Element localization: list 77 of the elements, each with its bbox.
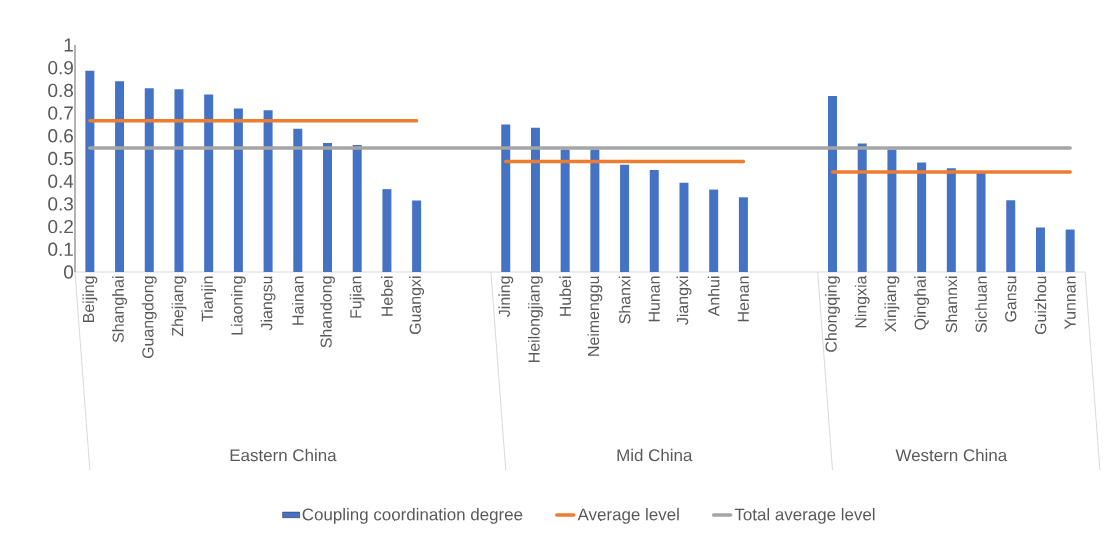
bar [85, 70, 95, 272]
bar [857, 143, 867, 272]
x-tick-label: Chongqing [825, 276, 840, 352]
bar [649, 170, 659, 272]
x-tick-label: Shannxi [945, 276, 958, 333]
x-tick-label: Hebei [381, 276, 393, 316]
bar [204, 94, 214, 272]
bar [501, 124, 511, 272]
bar [530, 127, 540, 272]
bar [828, 96, 838, 272]
y-tick-label: 0.8 [48, 83, 73, 98]
bar [293, 128, 303, 272]
y-tick-label: 0.2 [48, 219, 73, 234]
x-tick-label: Anhui [707, 276, 720, 317]
x-tick-label: Shandong [320, 276, 335, 348]
bar [1035, 227, 1045, 272]
y-tick-label: 0 [64, 265, 74, 279]
bar [174, 89, 184, 272]
x-tick-label: Zhejiang [171, 276, 187, 337]
bar [917, 162, 927, 272]
y-tick-label: 1 [64, 38, 73, 52]
text: Eastern China [230, 448, 337, 462]
x-tick-label: Sichuan [975, 276, 987, 333]
legend-label: Total average level [734, 508, 875, 524]
bar [620, 164, 630, 272]
x-tick-label: Shanghai [112, 276, 127, 343]
bar [976, 171, 986, 272]
bar [1006, 200, 1016, 272]
y-tick-label: 0.4 [48, 174, 74, 188]
x-tick-label: Jining [498, 276, 514, 317]
bar [382, 189, 392, 272]
x-tick-label: Shanxi [618, 276, 631, 324]
x-tick-label: Beijing [82, 276, 98, 323]
y-tick-label: 0.5 [48, 151, 74, 166]
bar [946, 168, 956, 272]
x-tick-label: Hainan [291, 276, 304, 325]
bar [144, 88, 154, 272]
x-tick-label: Guangdong [141, 276, 157, 359]
x-tick-label: Neimenggu [587, 276, 603, 356]
x-tick-label: Hunan [648, 276, 660, 322]
y-tick-label: 0.6 [48, 129, 73, 143]
bar [352, 145, 362, 272]
x-tick-label: Tianjin [201, 276, 217, 322]
x-tick-label: Ningxia [854, 275, 870, 328]
legend-label: Coupling coordination degree [302, 508, 523, 524]
bar [1065, 229, 1075, 272]
bar [263, 110, 273, 272]
x-tick-label: Jiangsu [260, 276, 276, 331]
y-tick-label: 0.1 [48, 242, 73, 256]
x-tick-label: Qinghai [914, 276, 930, 330]
x-tick-label: Guangxi [409, 276, 425, 335]
y-tick-label: 0.3 [48, 197, 73, 211]
bar [560, 149, 570, 272]
bar [590, 149, 600, 272]
x-tick-label: Jiangxi [676, 276, 692, 325]
bar [115, 81, 125, 272]
text: Mid China [617, 448, 693, 462]
x-tick-label: Xinjiang [884, 276, 900, 332]
x-tick-label: Hubei [559, 276, 572, 316]
x-tick-label: Guizhou [1034, 276, 1047, 335]
x-tick-label: Heilongjiang [528, 276, 543, 362]
y-tick-label: 0.7 [48, 106, 73, 120]
bar [738, 197, 748, 272]
y-tick-label: 0.9 [48, 61, 73, 75]
legend-label: Average level [577, 508, 679, 524]
bar [887, 149, 897, 272]
bar [412, 200, 422, 272]
text: Western China [895, 448, 1008, 462]
bar [233, 108, 243, 272]
bar [709, 189, 719, 272]
x-tick-label: Gansu [1005, 276, 1017, 322]
x-tick-label: Fujian [349, 276, 365, 318]
x-tick-label: Henan [737, 276, 749, 322]
bar [323, 143, 332, 272]
bar [679, 182, 689, 272]
x-tick-label: Liaoning [230, 276, 246, 335]
x-tick-label: Yunnan [1064, 276, 1076, 330]
